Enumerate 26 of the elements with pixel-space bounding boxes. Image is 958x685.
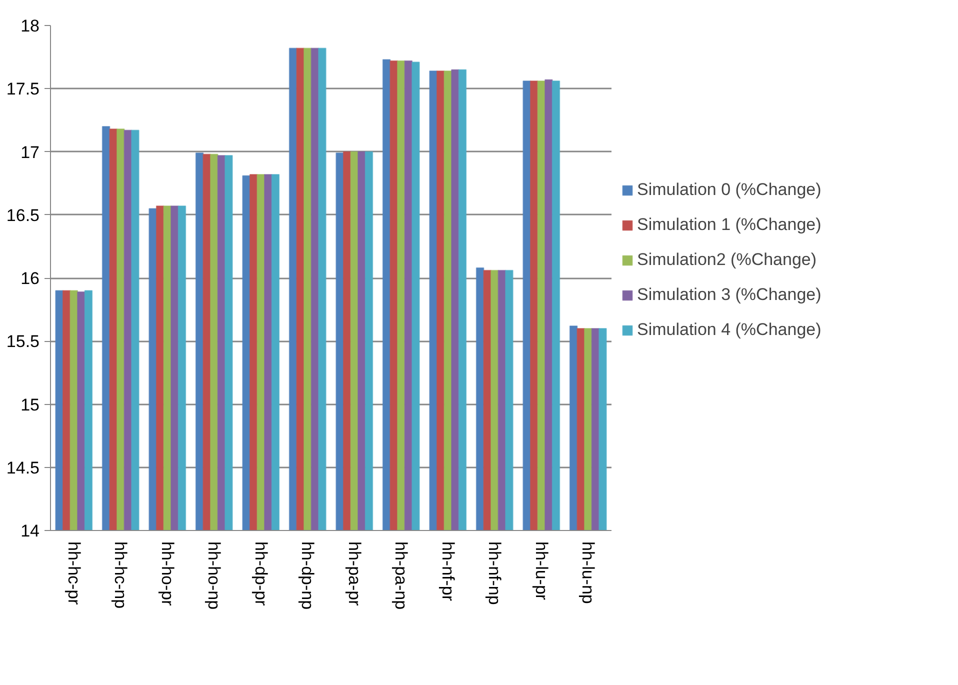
legend-label: Simulation 0 (%Change) [637, 180, 822, 200]
y-tick-label: 15.5 [6, 332, 40, 352]
x-tick-label: hh-nf-pr [438, 542, 458, 602]
x-tick-label: hh-pa-pr [344, 542, 364, 606]
x-tick-label: hh-dp-np [298, 542, 318, 610]
y-tick-label: 16.5 [6, 206, 40, 225]
legend-label: Simulation2 (%Change) [637, 250, 817, 270]
legend-label: Simulation 3 (%Change) [637, 285, 822, 305]
y-tick-label: 15 [20, 395, 40, 414]
y-tick-label: 17.5 [6, 80, 40, 99]
x-tick-label: hh-lu-np [578, 542, 598, 604]
legend-label: Simulation 1 (%Change) [637, 215, 822, 235]
y-tick-label: 16 [20, 269, 40, 288]
x-tick-label: hh-ho-pr [158, 542, 177, 606]
x-tick-label: hh-pa-np [392, 542, 411, 610]
legend-label: Simulation 4 (%Change) [637, 320, 822, 340]
x-tick-label: hh-ho-np [204, 542, 224, 610]
x-tick-label: hh-dp-pr [251, 542, 270, 606]
x-tick-label: hh-lu-pr [532, 542, 551, 600]
y-tick-label: 17 [20, 142, 40, 162]
x-tick-label: hh-hc-pr [64, 542, 84, 606]
x-tick-label: hh-hc-np [111, 542, 130, 609]
y-tick-label: 18 [20, 16, 40, 36]
y-tick-label: 14 [20, 522, 40, 540]
y-tick-label: 14.5 [6, 458, 40, 478]
x-tick-label: hh-nf-np [485, 542, 504, 605]
